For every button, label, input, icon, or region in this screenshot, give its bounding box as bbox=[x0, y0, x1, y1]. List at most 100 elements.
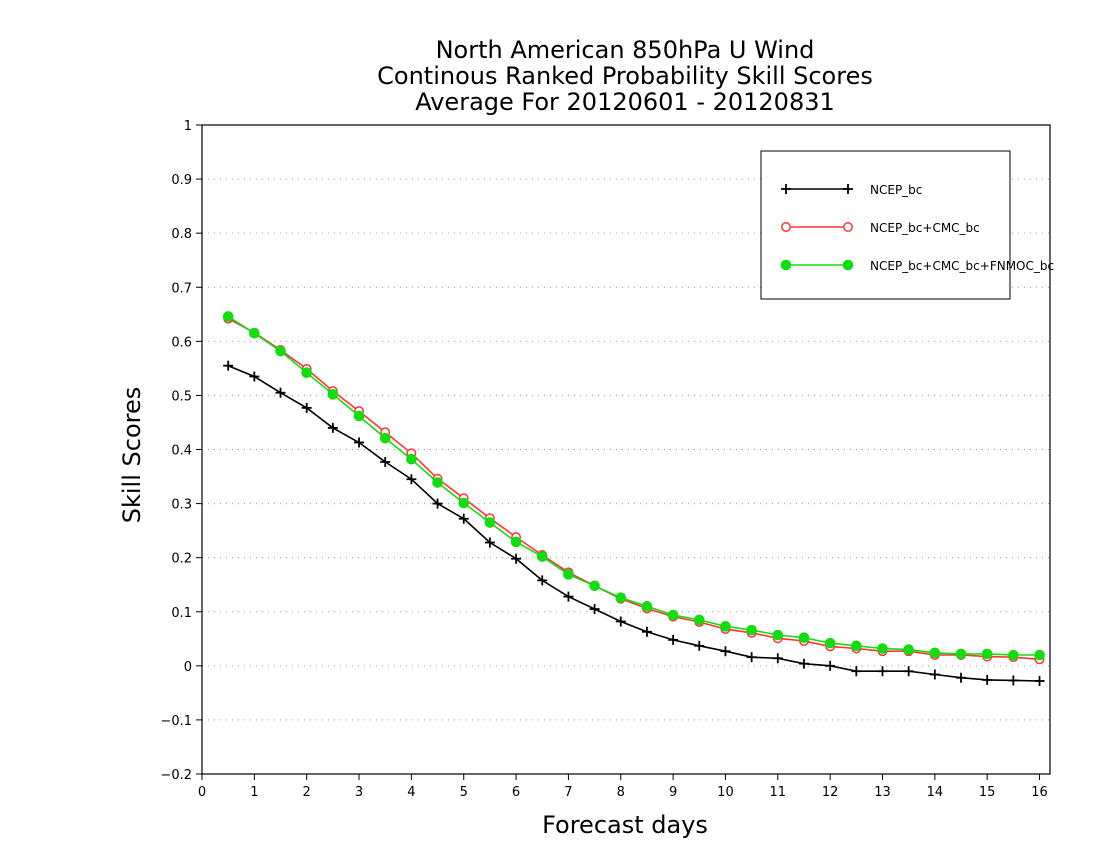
legend-entry-3: NCEP_bc+CMC_bc+FNMOC_bc bbox=[780, 259, 1054, 273]
data-point-plus bbox=[798, 658, 809, 669]
y-tick-label: 0.3 bbox=[171, 498, 192, 513]
x-axis-label: Forecast days bbox=[542, 811, 708, 839]
x-tick-label: 5 bbox=[460, 785, 468, 800]
data-point-plus bbox=[956, 672, 967, 683]
data-point-plus bbox=[982, 674, 993, 685]
data-series bbox=[222, 311, 1045, 686]
data-point-filled-circle bbox=[842, 259, 854, 271]
series-line bbox=[227, 364, 1040, 682]
data-point-filled-circle bbox=[275, 345, 286, 357]
x-tick-label: 7 bbox=[564, 785, 572, 800]
data-point-filled-circle bbox=[693, 614, 705, 626]
data-point-filled-circle bbox=[772, 629, 784, 641]
data-point-plus bbox=[537, 575, 548, 586]
data-point-plus bbox=[772, 653, 783, 664]
data-point-open-circle bbox=[843, 222, 853, 232]
data-point-filled-circle bbox=[406, 453, 417, 465]
x-tick-label: 14 bbox=[927, 785, 944, 800]
data-point-filled-circle bbox=[615, 592, 627, 603]
legend-label: NCEP_bc+CMC_bc+FNMOC_bc bbox=[870, 259, 1054, 273]
legend-label: NCEP_bc+CMC_bc bbox=[870, 221, 980, 235]
x-tick-label: 1 bbox=[250, 785, 258, 800]
x-tick-label: 13 bbox=[874, 785, 891, 800]
data-point-filled-circle bbox=[851, 640, 862, 652]
x-tick-label: 16 bbox=[1031, 785, 1048, 800]
data-point-plus bbox=[825, 660, 836, 671]
data-point-plus bbox=[929, 669, 940, 680]
data-point-plus bbox=[432, 498, 443, 509]
chart-title-line-1: North American 850hPa U Wind bbox=[435, 36, 815, 64]
data-point-filled-circle bbox=[589, 580, 600, 592]
y-tick-label: 0.8 bbox=[171, 227, 192, 242]
y-tick-label: 0.2 bbox=[171, 552, 192, 567]
data-point-filled-circle bbox=[798, 632, 810, 644]
data-point-plus bbox=[484, 537, 495, 548]
series-line bbox=[227, 317, 1040, 661]
data-point-plus bbox=[327, 422, 338, 433]
y-axis-label: Skill Scores bbox=[118, 387, 146, 524]
data-point-plus bbox=[589, 604, 600, 615]
x-tick-label: 4 bbox=[407, 785, 415, 800]
series-2 bbox=[223, 313, 1045, 665]
data-point-open-circle bbox=[781, 222, 791, 232]
data-point-filled-circle bbox=[981, 648, 993, 660]
y-tick-label: 0.7 bbox=[171, 281, 192, 296]
data-point-filled-circle bbox=[877, 643, 888, 654]
data-point-filled-circle bbox=[746, 624, 757, 636]
data-point-filled-circle bbox=[484, 517, 496, 528]
data-point-plus bbox=[380, 456, 391, 467]
data-point-filled-circle bbox=[1008, 649, 1019, 661]
x-tick-label: 3 bbox=[355, 785, 363, 800]
data-point-filled-circle bbox=[458, 497, 470, 509]
x-tick-label: 0 bbox=[198, 785, 206, 800]
y-tick-label: 0.1 bbox=[171, 606, 192, 621]
data-point-filled-circle bbox=[667, 609, 679, 621]
data-point-filled-circle bbox=[510, 536, 522, 548]
data-point-plus bbox=[223, 360, 234, 371]
data-point-plus bbox=[781, 184, 791, 194]
data-point-plus bbox=[615, 616, 626, 627]
y-tick-label: −0.1 bbox=[160, 714, 192, 729]
data-point-plus bbox=[694, 640, 705, 651]
axis-ticks: −0.2−0.100.10.20.30.40.50.60.70.80.910 1 2… bbox=[160, 119, 1047, 800]
data-point-plus bbox=[641, 626, 652, 637]
data-point-plus bbox=[249, 371, 260, 382]
series-3 bbox=[222, 311, 1045, 661]
data-point-filled-circle bbox=[955, 648, 967, 660]
chart-title-line-3: Average For 20120601 - 20120831 bbox=[415, 88, 835, 116]
data-point-plus bbox=[843, 184, 853, 194]
data-point-filled-circle bbox=[780, 259, 792, 271]
legend-box bbox=[760, 150, 1011, 300]
y-tick-label: −0.2 bbox=[160, 768, 192, 783]
data-point-plus bbox=[746, 652, 757, 663]
y-tick-label: 0.6 bbox=[171, 335, 192, 350]
data-point-plus bbox=[668, 634, 679, 645]
series-1 bbox=[223, 360, 1045, 686]
data-point-filled-circle bbox=[641, 601, 653, 612]
data-point-filled-circle bbox=[536, 551, 548, 562]
data-point-plus bbox=[563, 591, 574, 602]
data-point-filled-circle bbox=[824, 637, 836, 649]
legend-label: NCEP_bc bbox=[870, 183, 922, 197]
legend-entry-1: NCEP_bc bbox=[781, 183, 922, 197]
x-tick-label: 11 bbox=[770, 785, 787, 800]
legend-entry-2: NCEP_bc+CMC_bc bbox=[781, 221, 980, 235]
data-point-filled-circle bbox=[903, 644, 914, 655]
data-point-plus bbox=[406, 474, 417, 485]
data-point-plus bbox=[301, 402, 312, 413]
x-tick-label: 8 bbox=[617, 785, 625, 800]
x-tick-label: 9 bbox=[669, 785, 677, 800]
data-point-plus bbox=[851, 666, 862, 677]
data-point-filled-circle bbox=[1034, 649, 1045, 661]
y-tick-label: 1 bbox=[184, 119, 192, 134]
data-point-filled-circle bbox=[327, 389, 339, 400]
x-tick-label: 15 bbox=[979, 785, 996, 800]
legend-entries: NCEP_bc NCEP_bc+CMC_bc NCEP_bc+CMC_bc+FNMO… bbox=[780, 183, 1054, 273]
data-point-plus bbox=[1034, 675, 1045, 686]
data-point-filled-circle bbox=[353, 410, 365, 422]
data-point-filled-circle bbox=[222, 311, 234, 322]
data-point-plus bbox=[877, 666, 888, 677]
data-point-filled-circle bbox=[563, 569, 574, 580]
data-point-filled-circle bbox=[301, 367, 312, 379]
